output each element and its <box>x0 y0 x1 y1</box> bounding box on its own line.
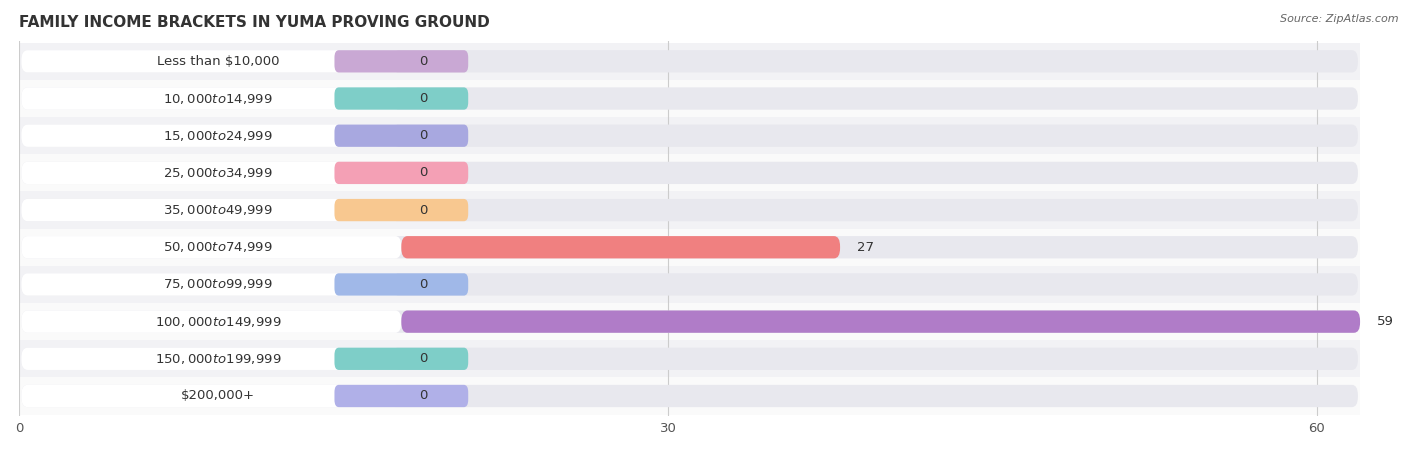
Text: $10,000 to $14,999: $10,000 to $14,999 <box>163 91 273 105</box>
FancyBboxPatch shape <box>21 125 401 147</box>
Text: $35,000 to $49,999: $35,000 to $49,999 <box>163 203 273 217</box>
FancyBboxPatch shape <box>335 87 468 110</box>
FancyBboxPatch shape <box>21 87 401 110</box>
Bar <box>20 266 1360 303</box>
FancyBboxPatch shape <box>21 162 1358 184</box>
Text: $25,000 to $34,999: $25,000 to $34,999 <box>163 166 273 180</box>
Text: $50,000 to $74,999: $50,000 to $74,999 <box>163 240 273 254</box>
Text: 0: 0 <box>419 166 427 180</box>
FancyBboxPatch shape <box>21 273 401 296</box>
Bar <box>20 80 1360 117</box>
Bar <box>20 229 1360 266</box>
Text: Less than $10,000: Less than $10,000 <box>156 55 280 68</box>
Text: 27: 27 <box>858 241 875 254</box>
FancyBboxPatch shape <box>21 199 1358 221</box>
FancyBboxPatch shape <box>21 310 1358 333</box>
Text: 0: 0 <box>419 129 427 142</box>
FancyBboxPatch shape <box>21 50 401 72</box>
Bar <box>20 303 1360 340</box>
Text: 0: 0 <box>419 203 427 216</box>
Text: $150,000 to $199,999: $150,000 to $199,999 <box>155 352 281 366</box>
Text: 59: 59 <box>1378 315 1395 328</box>
Text: 0: 0 <box>419 92 427 105</box>
FancyBboxPatch shape <box>21 385 1358 407</box>
Bar <box>20 154 1360 192</box>
FancyBboxPatch shape <box>21 199 401 221</box>
Text: $100,000 to $149,999: $100,000 to $149,999 <box>155 315 281 328</box>
Bar <box>20 378 1360 414</box>
FancyBboxPatch shape <box>335 125 468 147</box>
Text: $200,000+: $200,000+ <box>181 390 254 402</box>
Text: 0: 0 <box>419 55 427 68</box>
FancyBboxPatch shape <box>335 199 468 221</box>
FancyBboxPatch shape <box>21 236 401 258</box>
FancyBboxPatch shape <box>21 236 1358 258</box>
FancyBboxPatch shape <box>401 236 839 258</box>
FancyBboxPatch shape <box>335 348 468 370</box>
FancyBboxPatch shape <box>21 310 401 333</box>
Bar <box>20 340 1360 378</box>
Text: 0: 0 <box>419 278 427 291</box>
Bar <box>20 43 1360 80</box>
Text: $15,000 to $24,999: $15,000 to $24,999 <box>163 129 273 143</box>
FancyBboxPatch shape <box>335 162 468 184</box>
Bar <box>20 192 1360 229</box>
FancyBboxPatch shape <box>335 385 468 407</box>
FancyBboxPatch shape <box>21 125 1358 147</box>
Text: $75,000 to $99,999: $75,000 to $99,999 <box>163 278 273 292</box>
FancyBboxPatch shape <box>21 50 1358 72</box>
FancyBboxPatch shape <box>21 348 401 370</box>
Text: Source: ZipAtlas.com: Source: ZipAtlas.com <box>1281 14 1399 23</box>
FancyBboxPatch shape <box>401 310 1360 333</box>
FancyBboxPatch shape <box>335 273 468 296</box>
Text: 0: 0 <box>419 352 427 365</box>
FancyBboxPatch shape <box>21 348 1358 370</box>
FancyBboxPatch shape <box>21 385 401 407</box>
Bar <box>20 117 1360 154</box>
FancyBboxPatch shape <box>21 273 1358 296</box>
FancyBboxPatch shape <box>21 87 1358 110</box>
FancyBboxPatch shape <box>21 162 401 184</box>
Text: FAMILY INCOME BRACKETS IN YUMA PROVING GROUND: FAMILY INCOME BRACKETS IN YUMA PROVING G… <box>20 15 489 30</box>
FancyBboxPatch shape <box>335 50 468 72</box>
Text: 0: 0 <box>419 390 427 402</box>
